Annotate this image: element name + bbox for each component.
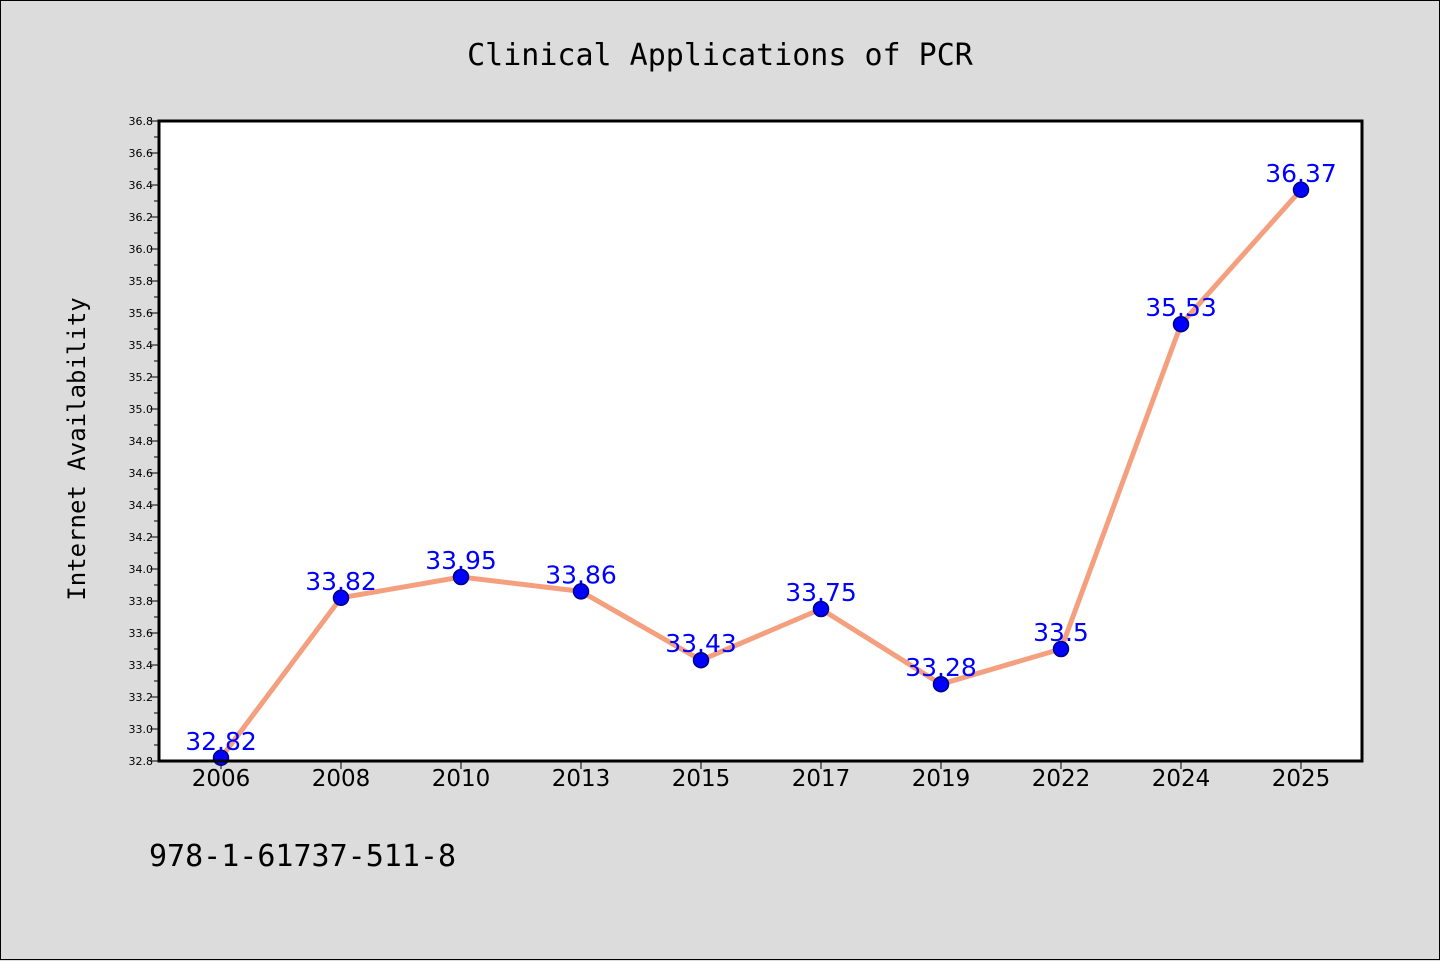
y-tick-label: 35.6 [129, 307, 154, 320]
data-label: 33.75 [785, 578, 857, 607]
y-tick-label: 34.8 [129, 435, 154, 448]
x-tick-label: 2010 [432, 766, 491, 792]
data-label: 33.5 [1033, 618, 1089, 647]
series-line-group [212, 181, 1310, 767]
x-tick-label: 2019 [912, 766, 971, 792]
plot-border [157, 119, 1364, 763]
data-label: 33.95 [425, 546, 497, 575]
y-tick-label: 34.2 [129, 531, 154, 544]
y-tick-label: 33.0 [129, 723, 154, 736]
data-label: 33.82 [305, 567, 377, 596]
data-label: 35.53 [1145, 293, 1217, 322]
x-tick-label: 2006 [192, 766, 251, 792]
x-tick-label: 2008 [312, 766, 371, 792]
data-label: 36.37 [1265, 159, 1337, 188]
data-point [932, 675, 950, 693]
y-tick-label: 33.2 [129, 691, 154, 704]
x-tick-label: 2015 [672, 766, 731, 792]
series-line [218, 187, 1304, 761]
y-tick-label: 36.6 [129, 147, 154, 160]
y-tick-label: 35.0 [129, 403, 154, 416]
y-tick-label: 34.6 [129, 467, 154, 480]
data-label: 33.86 [545, 560, 617, 589]
y-tick-label: 32.8 [129, 755, 154, 768]
data-label: 32.82 [185, 727, 257, 756]
y-tick-label: 36.2 [129, 211, 154, 224]
x-tick-label: 2013 [552, 766, 611, 792]
data-label: 33.28 [905, 653, 977, 682]
y-tick-label: 35.2 [129, 371, 154, 384]
y-tick-label: 36.8 [129, 115, 154, 128]
x-tick-label: 2025 [1272, 766, 1331, 792]
y-tick-label: 34.0 [129, 563, 154, 576]
plot-area [159, 121, 1362, 761]
data-point [572, 583, 590, 600]
y-tick-label: 35.4 [129, 339, 154, 352]
x-tick-label: 2017 [792, 766, 851, 792]
data-label-group: 32.82 33.82 33.95 33.86 33.43 33.75 33.28 33.5 3… [185, 159, 1337, 756]
y-tick-label: 35.8 [129, 275, 154, 288]
y-tick-label: 33.8 [129, 595, 154, 608]
y-tick-label: 36.4 [129, 179, 154, 192]
data-point [692, 651, 710, 669]
data-point [1052, 640, 1070, 658]
data-point [1172, 315, 1190, 333]
x-tick-label: 2024 [1152, 766, 1211, 792]
data-point [332, 589, 350, 607]
y-tick-label: 34.4 [129, 499, 154, 512]
y-tick-label: 33.4 [129, 659, 154, 672]
data-label: 33.43 [665, 629, 737, 658]
data-point [1292, 181, 1310, 199]
data-point [812, 600, 830, 618]
y-tick-label: 36.0 [129, 243, 154, 256]
chart-title: Clinical Applications of PCR [467, 38, 974, 73]
x-tick-label: 2022 [1032, 766, 1091, 792]
y-tick-label: 33.6 [129, 627, 154, 640]
axis-ticks: 32.8 33.0 33.2 33.4 33.6 33.8 34.0 34.2 34.4 34.6… [129, 115, 1331, 792]
data-point [452, 568, 470, 586]
y-axis-label: Internet Availability [63, 297, 91, 600]
footnote-isbn: 978-1-61737-511-8 [149, 839, 456, 874]
